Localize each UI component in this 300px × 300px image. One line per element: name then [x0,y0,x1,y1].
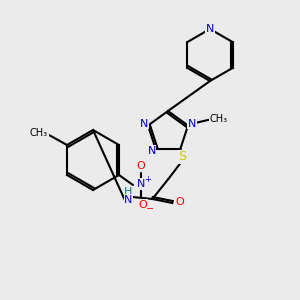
Text: +: + [145,176,152,184]
Text: O: O [175,197,184,207]
Text: N: N [140,118,148,128]
Text: N: N [188,118,196,128]
Text: N: N [137,179,145,189]
Text: O: O [136,161,146,171]
Text: O: O [139,200,147,210]
Text: −: − [146,204,154,214]
Text: N: N [206,24,214,34]
Text: CH₃: CH₃ [30,128,48,138]
Text: S: S [178,151,186,164]
Text: N: N [124,195,133,205]
Text: N: N [148,146,156,156]
Text: H: H [124,187,133,197]
Text: CH₃: CH₃ [210,113,228,124]
